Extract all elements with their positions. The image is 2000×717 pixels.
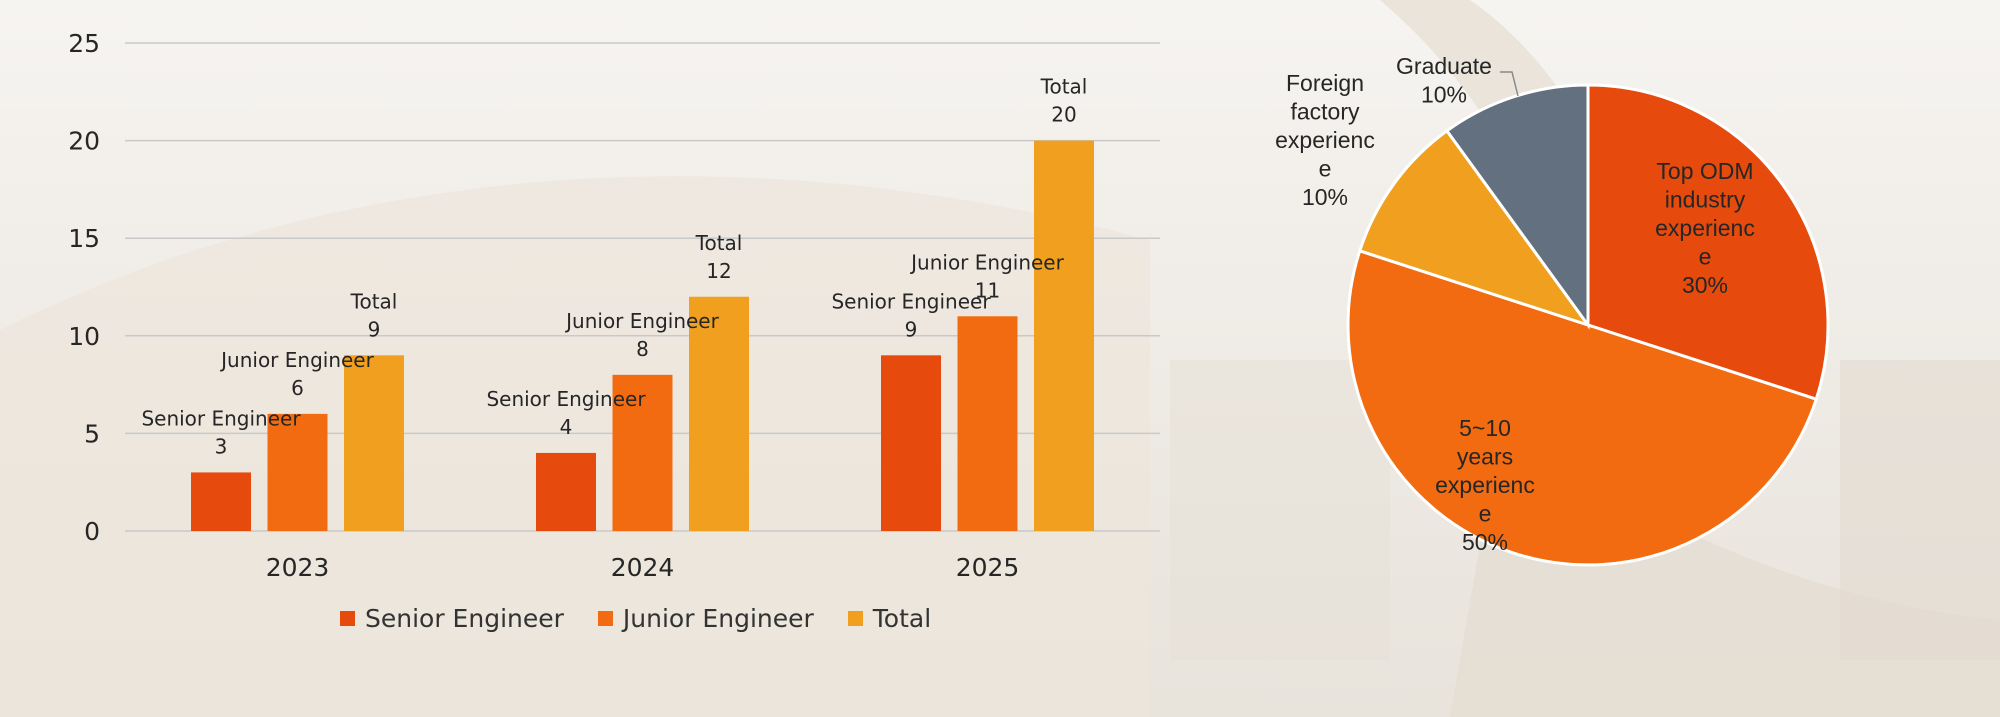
pie-label-text: factory — [1290, 99, 1360, 125]
y-tick-label: 20 — [68, 127, 100, 156]
pie-slice-foreign-factory[interactable] — [1357, 128, 1592, 328]
data-label-value: 12 — [706, 259, 731, 283]
data-label-series-name: Senior Engineer — [141, 406, 301, 430]
y-tick-label: 25 — [68, 29, 100, 58]
data-label-series-name: Total — [1040, 75, 1088, 99]
legend-swatch-senior — [340, 610, 355, 626]
bar-total-2025[interactable] — [1034, 140, 1094, 531]
data-label-value: 6 — [291, 376, 304, 400]
y-tick-label: 5 — [84, 419, 100, 448]
bar-senior-engineer-2025[interactable] — [881, 355, 941, 531]
legend-swatch-junior — [597, 610, 613, 626]
pie-label-text: Graduate — [1396, 53, 1492, 79]
pie-label-percent: 10% — [1421, 81, 1467, 107]
legend-item-total[interactable]: Total — [847, 603, 932, 633]
pie-label-text: e — [1319, 156, 1332, 182]
pie-slice-five-ten-years[interactable] — [1348, 251, 1816, 565]
data-label-series-name: Total — [350, 289, 398, 313]
pie-label-text: experienc — [1655, 215, 1755, 241]
pie-label-percent: 50% — [1462, 529, 1508, 555]
bar-junior-engineer-2023[interactable] — [267, 413, 328, 531]
bar-total-2024[interactable] — [689, 296, 749, 531]
data-label-value: 4 — [560, 415, 573, 439]
data-label-value: 9 — [905, 317, 918, 341]
bar-chart-legend: Senior Engineer Junior Engineer Total — [340, 600, 931, 636]
pie-slice-graduate[interactable] — [1444, 83, 1590, 330]
legend-swatch-total — [847, 610, 863, 626]
x-tick-label: 2023 — [266, 553, 330, 582]
x-tick-label: 2024 — [611, 553, 675, 582]
pie-label-text: experienc — [1435, 472, 1535, 498]
pie-label-text: experienc — [1275, 127, 1375, 153]
bar-senior-engineer-2023[interactable] — [191, 472, 251, 531]
data-label-value: 3 — [215, 434, 228, 458]
legend-item-senior-engineer[interactable]: Senior Engineer — [340, 604, 564, 633]
pie-label-text: 5~10 — [1459, 415, 1511, 441]
y-tick-label: 15 — [68, 224, 100, 253]
data-label-series-name: Junior Engineer — [564, 309, 719, 333]
pie-label-text: Top ODM — [1656, 158, 1753, 184]
data-label-value: 9 — [368, 317, 381, 341]
bar-junior-engineer-2024[interactable] — [612, 374, 673, 531]
data-label-series-name: Junior Engineer — [909, 250, 1064, 274]
bar-senior-engineer-2024[interactable] — [536, 452, 596, 531]
legend-label-senior: Senior Engineer — [365, 603, 564, 633]
pie-label-text: Foreign — [1286, 70, 1364, 96]
data-label-series-name: Senior Engineer — [831, 289, 991, 313]
data-label-series-name: Junior Engineer — [219, 348, 374, 372]
data-label-value: 20 — [1051, 103, 1076, 127]
pie-leader-line — [1500, 71, 1519, 97]
legend-item-junior-engineer[interactable]: Junior Engineer — [597, 603, 814, 633]
y-tick-label: 0 — [84, 517, 100, 546]
pie-label-text: industry — [1665, 187, 1746, 213]
pie-label-percent: 10% — [1302, 184, 1348, 210]
pie-label-percent: 30% — [1682, 272, 1728, 298]
bar-total-2023[interactable] — [344, 355, 404, 531]
legend-label-junior: Junior Engineer — [622, 603, 814, 633]
x-tick-label: 2025 — [956, 553, 1020, 582]
bar-junior-engineer-2025[interactable] — [957, 316, 1018, 531]
pie-label-text: e — [1479, 501, 1492, 527]
y-tick-label: 10 — [68, 322, 100, 351]
legend-label-total: Total — [872, 603, 932, 633]
data-label-series-name: Total — [695, 231, 743, 255]
data-label-value: 11 — [975, 278, 1000, 302]
pie-label-text: years — [1457, 444, 1513, 470]
data-label-series-name: Senior Engineer — [486, 387, 646, 411]
data-label-value: 8 — [636, 337, 649, 361]
pie-slice-top-odm[interactable] — [1586, 83, 1830, 402]
pie-label-text: e — [1699, 244, 1712, 270]
